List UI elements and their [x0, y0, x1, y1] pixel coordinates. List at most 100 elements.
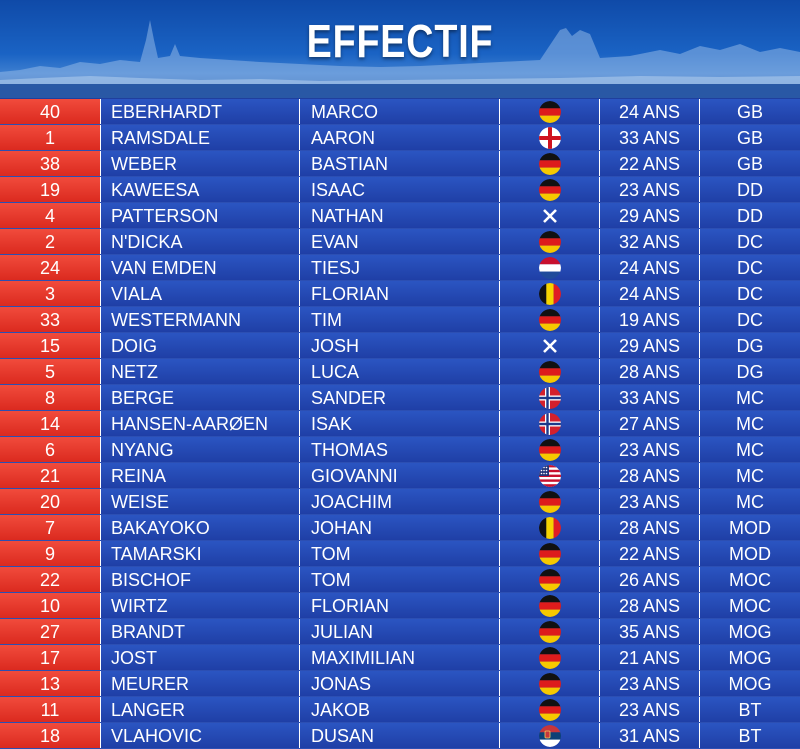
player-row: 5 NETZ LUCA 28 ANS DG: [0, 359, 800, 385]
player-number: 15: [0, 333, 101, 358]
player-position: MOC: [700, 593, 800, 618]
germany-flag-icon: [538, 360, 561, 383]
player-number: 27: [0, 619, 101, 644]
player-row: 21 REINA GIOVANNI 28 ANS MC: [0, 463, 800, 489]
player-last-name: LANGER: [101, 697, 300, 722]
player-nationality: [500, 593, 600, 618]
player-nationality: [500, 359, 600, 384]
player-position: MC: [700, 437, 800, 462]
player-first-name: NATHAN: [300, 203, 500, 228]
player-row: 22 BISCHOF TOM 26 ANS MOC: [0, 567, 800, 593]
player-last-name: BRANDT: [101, 619, 300, 644]
player-first-name: JOSH: [300, 333, 500, 358]
germany-flag-icon: [538, 490, 561, 513]
player-age: 26 ANS: [600, 567, 700, 592]
player-nationality: [500, 151, 600, 176]
player-first-name: JONAS: [300, 671, 500, 696]
player-age: 31 ANS: [600, 723, 700, 748]
player-position: GB: [700, 151, 800, 176]
player-age: 22 ANS: [600, 151, 700, 176]
player-row: 14 HANSEN-AARØEN ISAK 27 ANS MC: [0, 411, 800, 437]
player-row: 20 WEISE JOACHIM 23 ANS MC: [0, 489, 800, 515]
player-last-name: MEURER: [101, 671, 300, 696]
player-last-name: RAMSDALE: [101, 125, 300, 150]
player-position: DG: [700, 333, 800, 358]
serbia-flag-icon: [538, 724, 561, 747]
player-row: 1 RAMSDALE AARON 33 ANS GB: [0, 125, 800, 151]
player-first-name: DUSAN: [300, 723, 500, 748]
player-age: 24 ANS: [600, 281, 700, 306]
player-age: 29 ANS: [600, 203, 700, 228]
player-first-name: THOMAS: [300, 437, 500, 462]
player-last-name: VIALA: [101, 281, 300, 306]
player-position: DD: [700, 203, 800, 228]
player-row: 24 VAN EMDEN TIESJ 24 ANS DC: [0, 255, 800, 281]
player-number: 5: [0, 359, 101, 384]
player-age: 33 ANS: [600, 125, 700, 150]
player-last-name: VLAHOVIC: [101, 723, 300, 748]
player-nationality: [500, 541, 600, 566]
germany-flag-icon: [538, 438, 561, 461]
player-row: 40 EBERHARDT MARCO 24 ANS GB: [0, 99, 800, 125]
player-nationality: [500, 99, 600, 124]
player-row: 13 MEURER JONAS 23 ANS MOG: [0, 671, 800, 697]
player-position: MC: [700, 489, 800, 514]
player-first-name: BASTIAN: [300, 151, 500, 176]
player-row: 4 PATTERSON NATHAN 29 ANS DD: [0, 203, 800, 229]
player-nationality: [500, 671, 600, 696]
player-row: 18 VLAHOVIC DUSAN 31 ANS BT: [0, 723, 800, 749]
player-position: MOG: [700, 645, 800, 670]
player-age: 23 ANS: [600, 489, 700, 514]
germany-flag-icon: [538, 308, 561, 331]
player-nationality: [500, 437, 600, 462]
germany-flag-icon: [538, 698, 561, 721]
player-first-name: TOM: [300, 567, 500, 592]
player-nationality: [500, 619, 600, 644]
player-position: MC: [700, 385, 800, 410]
player-last-name: WEBER: [101, 151, 300, 176]
player-position: MC: [700, 463, 800, 488]
player-last-name: NETZ: [101, 359, 300, 384]
player-nationality: [500, 411, 600, 436]
player-last-name: N'DICKA: [101, 229, 300, 254]
player-number: 33: [0, 307, 101, 332]
player-last-name: JOST: [101, 645, 300, 670]
germany-flag-icon: [538, 230, 561, 253]
player-age: 23 ANS: [600, 177, 700, 202]
header-banner: EFFECTIF: [0, 0, 800, 98]
player-number: 24: [0, 255, 101, 280]
player-last-name: WESTERMANN: [101, 307, 300, 332]
player-number: 20: [0, 489, 101, 514]
player-position: MOG: [700, 671, 800, 696]
player-age: 28 ANS: [600, 515, 700, 540]
germany-flag-icon: [538, 178, 561, 201]
player-first-name: FLORIAN: [300, 593, 500, 618]
player-row: 6 NYANG THOMAS 23 ANS MC: [0, 437, 800, 463]
player-last-name: PATTERSON: [101, 203, 300, 228]
player-row: 19 KAWEESA ISAAC 23 ANS DD: [0, 177, 800, 203]
player-last-name: BERGE: [101, 385, 300, 410]
city-skyline-illustration: [0, 20, 800, 98]
player-first-name: JULIAN: [300, 619, 500, 644]
player-first-name: FLORIAN: [300, 281, 500, 306]
player-nationality: [500, 203, 600, 228]
player-number: 9: [0, 541, 101, 566]
player-first-name: EVAN: [300, 229, 500, 254]
player-number: 8: [0, 385, 101, 410]
player-nationality: [500, 281, 600, 306]
player-number: 13: [0, 671, 101, 696]
player-nationality: [500, 645, 600, 670]
player-number: 6: [0, 437, 101, 462]
player-age: 19 ANS: [600, 307, 700, 332]
player-first-name: JOACHIM: [300, 489, 500, 514]
germany-flag-icon: [538, 672, 561, 695]
player-number: 1: [0, 125, 101, 150]
player-age: 28 ANS: [600, 593, 700, 618]
player-number: 17: [0, 645, 101, 670]
player-nationality: [500, 255, 600, 280]
england-flag-icon: [538, 126, 561, 149]
player-position: DC: [700, 307, 800, 332]
player-position: MC: [700, 411, 800, 436]
player-nationality: [500, 229, 600, 254]
germany-flag-icon: [538, 100, 561, 123]
